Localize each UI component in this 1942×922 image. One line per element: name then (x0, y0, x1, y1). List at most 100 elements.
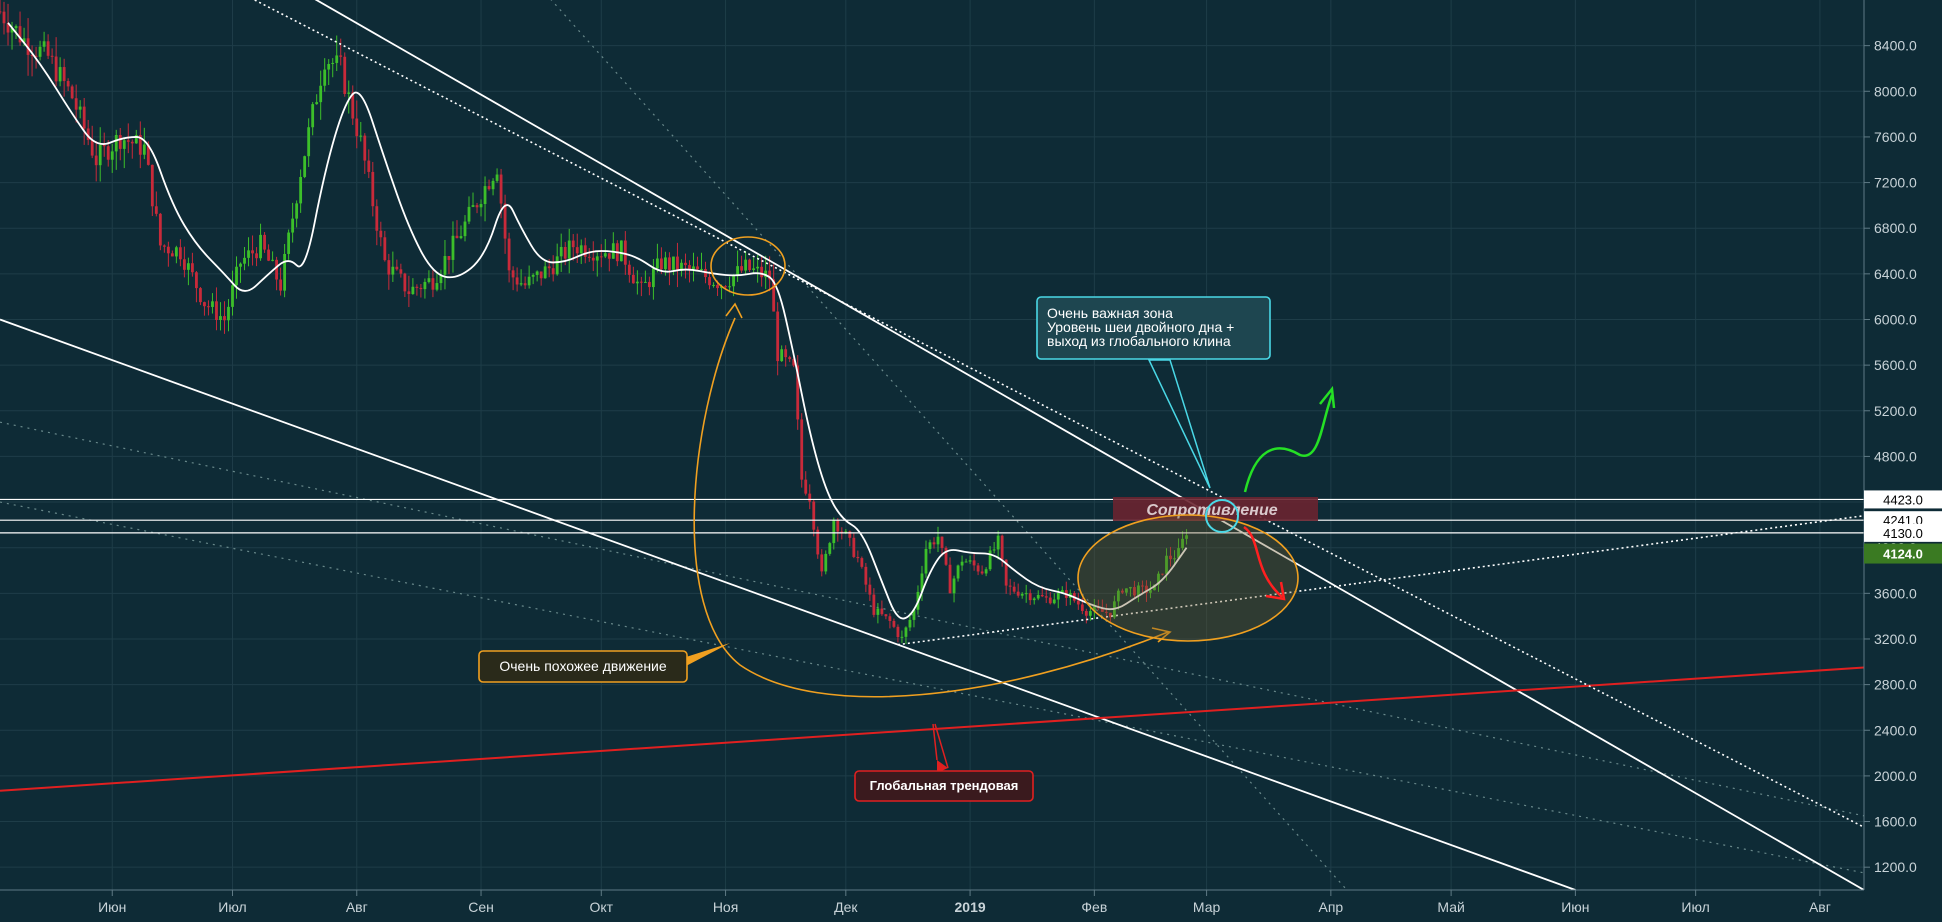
candle (591, 241, 595, 272)
candle (692, 252, 695, 282)
candle (1020, 592, 1024, 599)
candle (243, 246, 246, 271)
price-axis[interactable]: 1200.0 1600.0 2000.0 2400.0 2800.0 3200.0 3600… (1863, 0, 1942, 922)
candle (904, 626, 908, 645)
candle (880, 600, 884, 616)
candle (122, 138, 126, 169)
important-zone-pointer (1147, 359, 1211, 489)
y-tick-label: 8000.0 (1874, 83, 1917, 99)
candle (1137, 582, 1140, 603)
candle (1100, 599, 1104, 613)
important-zone-box (1036, 296, 1271, 360)
candle (680, 259, 683, 277)
candle (1141, 580, 1144, 594)
similar-move-curve (693, 317, 1169, 698)
candle (1121, 588, 1124, 595)
candle (351, 85, 355, 125)
candle (259, 223, 262, 261)
candle (744, 250, 748, 275)
candle (647, 276, 651, 296)
candle (551, 255, 555, 282)
candle (627, 260, 631, 283)
candle (355, 100, 359, 149)
candle (860, 556, 864, 569)
similar-move-arrowhead-top (725, 302, 743, 319)
candle (375, 199, 379, 246)
important-zone-line-3: выход из глобального клина (1047, 333, 1231, 349)
current-price-tag: 4124.0 (1864, 543, 1942, 564)
candle (463, 215, 467, 242)
candle (660, 247, 663, 275)
candle (98, 127, 102, 182)
candle (816, 526, 820, 559)
candle (475, 202, 479, 214)
candle (1008, 578, 1012, 596)
candle (972, 553, 976, 571)
candle (571, 234, 575, 261)
y-tick-label: 7200.0 (1874, 175, 1917, 191)
candle (118, 128, 122, 161)
candle (391, 251, 395, 282)
candle (776, 302, 780, 376)
candle (820, 549, 824, 577)
candle (1092, 598, 1096, 619)
candle (631, 266, 635, 284)
x-tick-label: Мар (1193, 899, 1221, 915)
y-tick-label: 3200.0 (1874, 631, 1917, 647)
candle (1084, 608, 1088, 624)
candle (708, 271, 711, 290)
candle (672, 256, 675, 276)
candle (852, 533, 856, 559)
candle (94, 141, 98, 182)
candle (668, 252, 671, 286)
candle (371, 161, 375, 217)
candle (932, 537, 936, 549)
green-arrowhead (1319, 385, 1336, 409)
candle (635, 270, 639, 295)
candle (130, 139, 134, 159)
candle (1108, 612, 1112, 623)
candle (964, 558, 968, 563)
candle (231, 270, 234, 316)
candle (431, 270, 435, 298)
candle (1157, 571, 1160, 592)
candle (187, 257, 190, 286)
y-tick-label: 7600.0 (1874, 129, 1917, 145)
candle (158, 212, 162, 251)
candle (607, 252, 611, 272)
candle (399, 263, 403, 278)
candle (587, 248, 591, 262)
candle (2, 1, 6, 35)
candle (263, 232, 266, 253)
candle (619, 240, 623, 262)
candle (796, 355, 800, 430)
faint-trendlines (0, 0, 1865, 891)
global-trend-callout: Глобальная трендовая (854, 723, 1034, 802)
candle (162, 244, 166, 253)
candle (507, 232, 511, 283)
candle (331, 58, 335, 78)
trendlines (0, 0, 1865, 891)
time-axis[interactable]: Июн Июл Авг Сен Окт Ноя Дек 2019 Фев Мар Апр Май Июн… (0, 889, 1942, 922)
candle (804, 471, 808, 496)
candle (1169, 546, 1172, 567)
candle (535, 270, 539, 282)
candle (1116, 588, 1120, 610)
candle (503, 194, 507, 254)
global-trend-pointer-line (932, 723, 949, 769)
candle (639, 276, 643, 297)
candle (956, 564, 960, 582)
similar-move-callout: Очень похожее движение (478, 236, 1299, 698)
candle (1036, 590, 1040, 601)
candle (323, 58, 327, 92)
candle (856, 550, 860, 563)
candle (599, 244, 603, 268)
candle (427, 270, 431, 284)
candle (728, 276, 731, 293)
candle (307, 118, 311, 167)
candle (1032, 597, 1036, 605)
candle (575, 233, 579, 263)
candle (359, 121, 363, 142)
candle (439, 269, 443, 291)
